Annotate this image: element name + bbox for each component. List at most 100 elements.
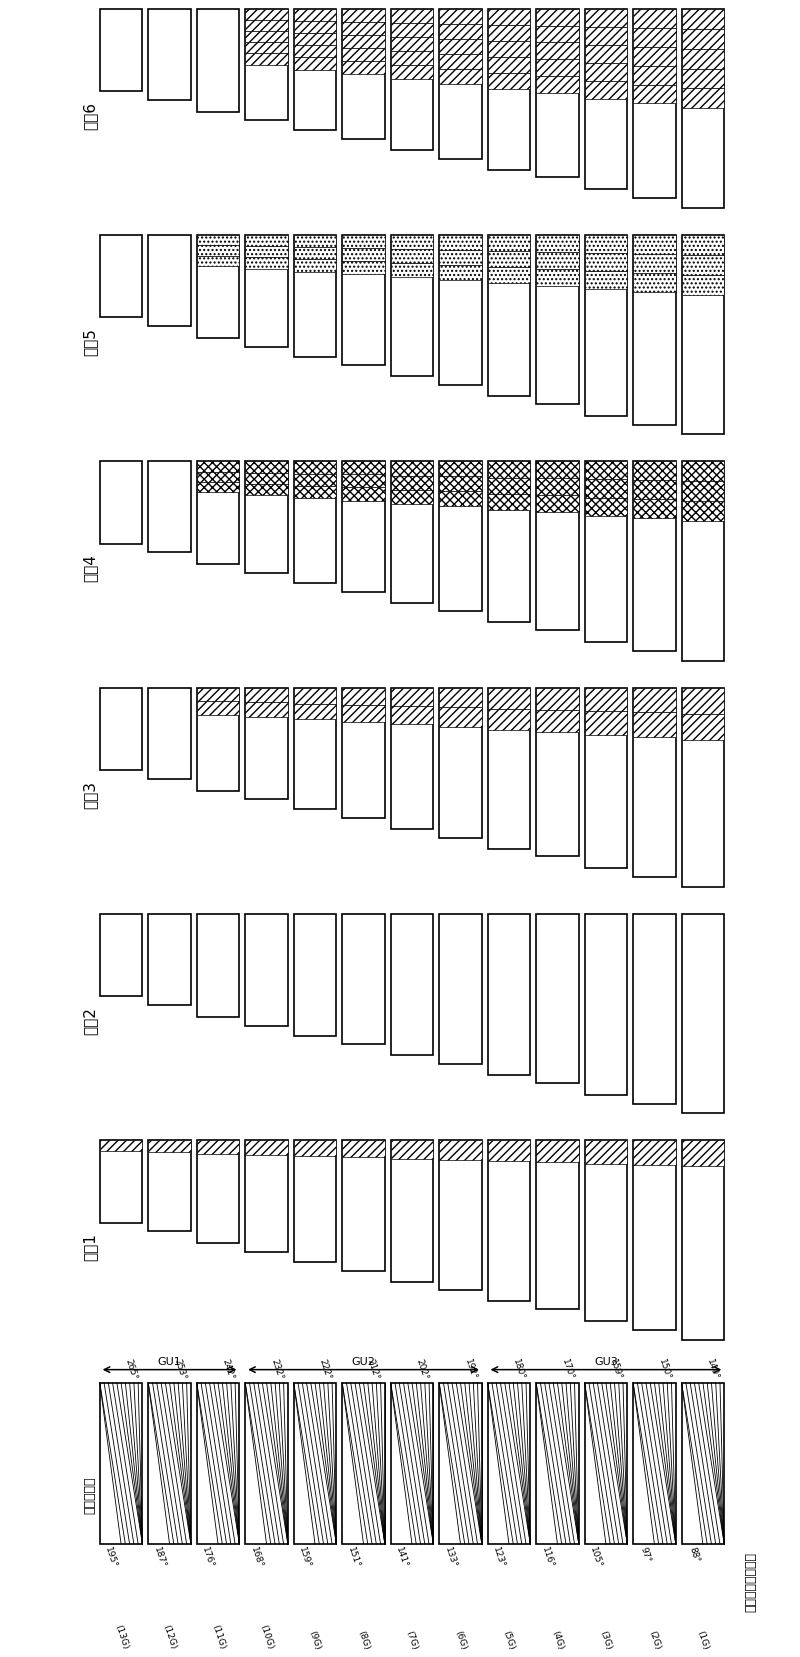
Bar xyxy=(294,22,336,33)
Text: 151°: 151° xyxy=(346,1546,361,1569)
Text: 159°: 159° xyxy=(608,1357,624,1382)
Bar xyxy=(390,476,434,490)
Bar xyxy=(633,461,676,481)
Text: 180°: 180° xyxy=(511,1357,526,1382)
Bar xyxy=(633,688,676,713)
Bar xyxy=(390,688,434,828)
Bar xyxy=(536,479,578,495)
Bar xyxy=(682,8,724,209)
Text: (1G): (1G) xyxy=(695,1629,710,1650)
Text: (9G): (9G) xyxy=(308,1629,322,1650)
Bar xyxy=(246,472,288,484)
Bar xyxy=(294,58,336,70)
Text: 133°: 133° xyxy=(442,1546,458,1569)
Bar xyxy=(633,915,676,1104)
Bar xyxy=(585,235,627,254)
Bar xyxy=(536,25,578,43)
Text: 模剘5: 模剘5 xyxy=(82,328,97,356)
Bar xyxy=(585,81,627,99)
Text: 123°: 123° xyxy=(491,1546,506,1569)
Bar xyxy=(148,8,191,99)
Text: 192°: 192° xyxy=(463,1357,478,1382)
Bar xyxy=(342,262,385,273)
Bar xyxy=(488,915,530,1075)
Bar xyxy=(536,1140,578,1162)
Bar xyxy=(488,688,530,848)
Bar xyxy=(585,27,627,45)
Text: 253°: 253° xyxy=(172,1357,187,1382)
Bar xyxy=(197,688,239,701)
Bar xyxy=(439,8,482,23)
Bar xyxy=(633,713,676,737)
Bar xyxy=(536,268,578,285)
Bar xyxy=(197,461,239,472)
Text: (13G): (13G) xyxy=(113,1624,130,1650)
Text: 模剘1: 模剘1 xyxy=(82,1233,97,1261)
Bar xyxy=(390,235,434,376)
Bar xyxy=(682,235,724,255)
Bar xyxy=(488,267,530,283)
Bar xyxy=(682,482,724,502)
Text: 140°: 140° xyxy=(706,1357,721,1382)
Bar xyxy=(633,481,676,499)
Bar xyxy=(342,1382,385,1544)
Bar xyxy=(439,23,482,38)
Bar xyxy=(390,1382,434,1544)
Bar xyxy=(246,688,288,799)
Text: 面积＝空气噴射量: 面积＝空气噴射量 xyxy=(744,1551,757,1612)
Bar xyxy=(390,249,434,263)
Bar xyxy=(390,51,434,65)
Text: (3G): (3G) xyxy=(598,1629,614,1650)
Bar xyxy=(197,461,239,565)
Bar xyxy=(246,235,288,247)
Bar xyxy=(246,484,288,495)
Bar xyxy=(197,1140,239,1153)
Bar xyxy=(342,48,385,61)
Bar xyxy=(294,461,336,474)
Bar xyxy=(246,1382,288,1544)
Bar xyxy=(246,31,288,43)
Text: 242°: 242° xyxy=(221,1359,236,1382)
Bar xyxy=(682,68,724,88)
Bar xyxy=(342,474,385,487)
Bar xyxy=(633,66,676,85)
Text: 170°: 170° xyxy=(560,1357,575,1382)
Bar xyxy=(294,688,336,809)
Bar xyxy=(342,61,385,75)
Bar xyxy=(390,263,434,277)
Bar xyxy=(342,1140,385,1157)
Bar xyxy=(633,499,676,519)
Bar xyxy=(633,8,676,199)
Bar xyxy=(294,247,336,260)
Bar xyxy=(682,28,724,48)
Text: 模剘4: 模剘4 xyxy=(82,555,97,582)
Bar xyxy=(585,8,627,27)
Text: 模剘3: 模剘3 xyxy=(82,780,97,809)
Bar xyxy=(100,1140,142,1152)
Bar xyxy=(294,704,336,719)
Text: 168°: 168° xyxy=(249,1546,264,1569)
Bar xyxy=(682,688,724,714)
Bar xyxy=(633,1382,676,1544)
Bar xyxy=(439,1382,482,1544)
Bar xyxy=(390,1140,434,1283)
Bar xyxy=(488,41,530,56)
Text: 116°: 116° xyxy=(540,1546,555,1569)
Bar xyxy=(197,1140,239,1243)
Bar xyxy=(488,252,530,267)
Bar xyxy=(246,53,288,65)
Bar xyxy=(585,711,627,734)
Bar xyxy=(633,1140,676,1331)
Bar xyxy=(390,688,434,706)
Bar xyxy=(585,461,627,479)
Bar xyxy=(148,461,191,552)
Text: GU1: GU1 xyxy=(158,1357,182,1367)
Bar xyxy=(488,494,530,510)
Bar xyxy=(100,688,142,771)
Bar xyxy=(294,235,336,247)
Bar xyxy=(682,714,724,739)
Bar xyxy=(439,250,482,265)
Bar xyxy=(439,235,482,250)
Bar xyxy=(246,235,288,346)
Bar xyxy=(488,1140,530,1301)
